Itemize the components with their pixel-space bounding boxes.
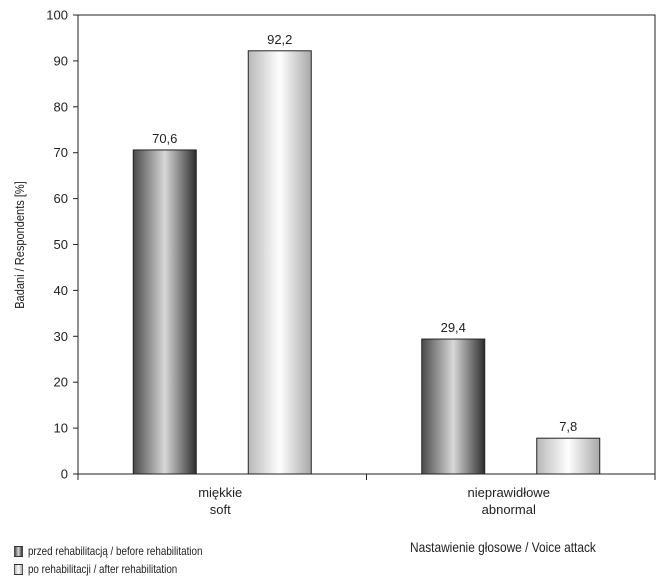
bar [536, 437, 601, 475]
y-tick-label: 50 [54, 237, 68, 252]
x-axis-title: Nastawienie głosowe / Voice attack [410, 539, 596, 555]
y-tick-label: 40 [54, 283, 68, 298]
legend-item-before: przed rehabilitacją / before rehabilitat… [14, 544, 202, 558]
legend-item-after: po rehabilitacji / after rehabilitation [14, 562, 177, 576]
x-category-label: miękkie [198, 485, 242, 500]
y-tick-label: 10 [54, 421, 68, 436]
bar-value-labels: 70,6 92,2 29,4 7,8 [152, 32, 577, 434]
bars [132, 50, 601, 475]
y-tick-label: 0 [61, 467, 68, 482]
bar-value-label: 70,6 [152, 131, 177, 146]
legend-label-before: przed rehabilitacją / before rehabilitat… [27, 544, 203, 558]
x-category-label: abnormal [482, 502, 536, 517]
bar [421, 338, 486, 475]
y-tick-label: 80 [54, 99, 68, 114]
y-tick-label: 90 [54, 53, 68, 68]
x-category-label: soft [210, 502, 231, 517]
y-tick-label: 100 [46, 8, 68, 23]
y-tick-label: 60 [54, 191, 68, 206]
bar [132, 149, 197, 475]
legend-swatch-before [14, 545, 24, 557]
y-tick-label: 70 [54, 145, 68, 160]
bar-value-label: 29,4 [441, 320, 466, 335]
bar-value-label: 7,8 [559, 419, 577, 434]
x-axis: miękkie soft nieprawidłowe abnormal [77, 474, 656, 517]
y-tick-label: 30 [54, 329, 68, 344]
bar-value-label: 92,2 [267, 32, 292, 47]
bar [247, 50, 312, 475]
legend-label-after: po rehabilitacji / after rehabilitation [27, 562, 178, 576]
y-axis: 0 10 20 30 40 50 60 70 80 90 100 [46, 8, 78, 482]
legend-swatch-after [14, 563, 24, 575]
y-tick-label: 20 [54, 375, 68, 390]
x-category-label: nieprawidłowe [468, 485, 550, 500]
y-axis-title: Badani / Respondents [%] [12, 181, 27, 309]
